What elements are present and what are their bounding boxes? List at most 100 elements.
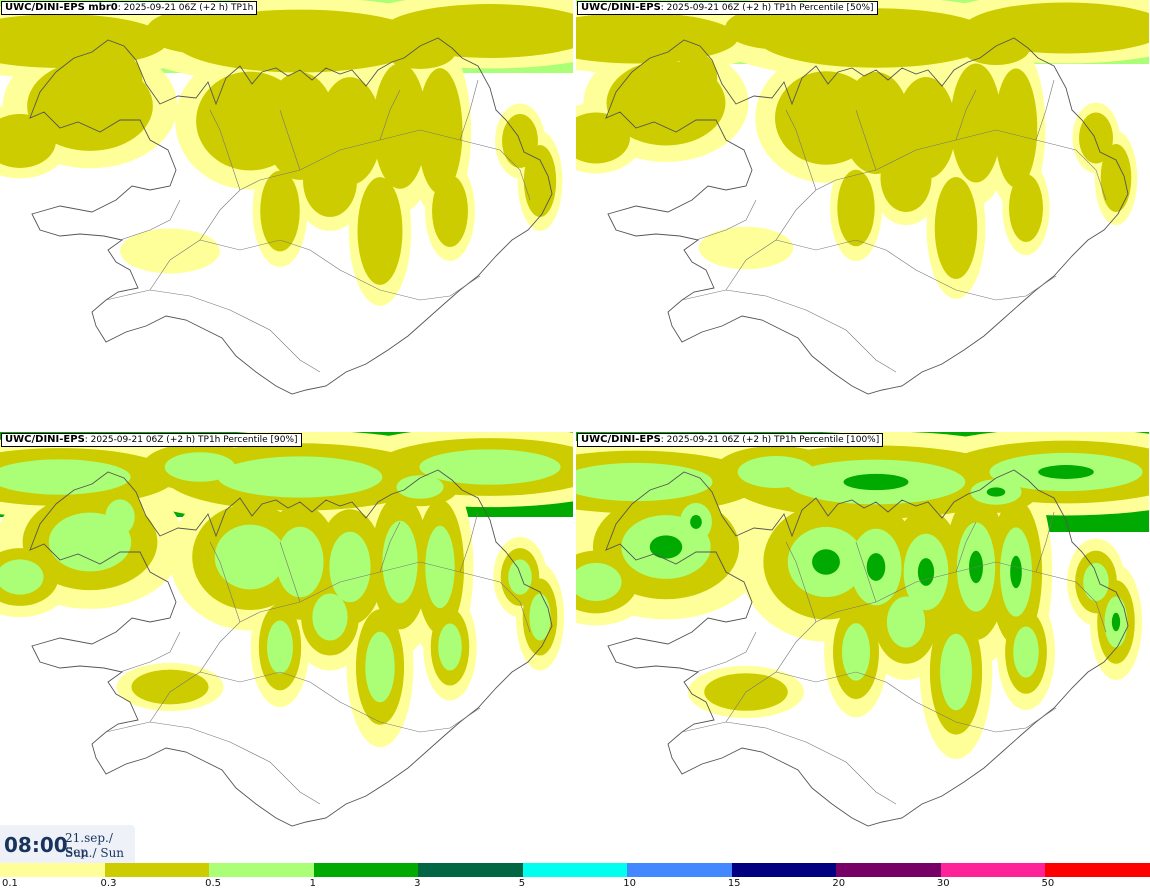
legend-swatch xyxy=(209,863,315,877)
precip-contour xyxy=(0,559,44,595)
road-line xyxy=(199,671,481,733)
precip-contour xyxy=(373,63,427,189)
road-line xyxy=(119,631,181,673)
road-line xyxy=(209,541,241,623)
precip-contour xyxy=(950,63,1002,183)
coastline xyxy=(29,469,553,827)
panel-title-detail: : 2025-09-21 06Z (+2 h) TP1h Percentile … xyxy=(84,435,298,445)
road-line xyxy=(855,109,877,171)
precip-contour xyxy=(260,170,300,252)
precip-contour xyxy=(994,68,1038,188)
precip-map xyxy=(576,432,1149,827)
legend-label: 0.1 xyxy=(2,878,18,889)
precip-contour xyxy=(0,14,168,68)
precip-contour xyxy=(365,631,395,703)
road-line xyxy=(119,199,181,241)
precip-contour xyxy=(1038,465,1094,479)
precip-contour xyxy=(164,452,236,482)
precip-contour xyxy=(303,145,357,217)
legend-label: 50 xyxy=(1041,878,1055,889)
color-scale-legend: 0.1 0.3 0.5 1 3 5 10 15 20 30 50 xyxy=(0,863,1150,891)
legend-swatch xyxy=(940,863,1046,877)
panel-title: UWC/DINI-EPS: 2025-09-21 06Z (+2 h) TP1h… xyxy=(577,1,878,15)
panel-title: UWC/DINI-EPS: 2025-09-21 06Z (+2 h) TP1h… xyxy=(577,433,884,447)
panel-title: UWC/DINI-EPS mbr0: 2025-09-21 06Z (+2 h)… xyxy=(1,1,258,15)
precip-contour xyxy=(0,459,131,495)
precip-contour xyxy=(432,175,468,247)
precip-contour xyxy=(962,31,1030,65)
precip-contour xyxy=(576,12,738,64)
precip-contour xyxy=(396,475,444,499)
precip-contour xyxy=(737,456,815,488)
precip-contour xyxy=(419,449,561,485)
valid-time-clock: 08:00 xyxy=(4,833,68,857)
legend-swatch xyxy=(836,863,942,877)
legend-label: 10 xyxy=(623,878,636,889)
road-line xyxy=(681,721,897,805)
precip-contour xyxy=(97,54,143,108)
road-line xyxy=(199,239,481,301)
precip-contour xyxy=(649,535,683,559)
precip-contour xyxy=(886,596,926,648)
road-line xyxy=(955,89,977,141)
road-line xyxy=(149,129,531,291)
precip-contour xyxy=(276,526,324,598)
precip-contour xyxy=(384,33,456,69)
legend-swatch xyxy=(731,863,837,877)
valid-time-box: 08:00 21.sep./ Sep Sun./ Sun xyxy=(0,825,135,863)
legend-label: 0.3 xyxy=(100,878,117,889)
coastline xyxy=(605,37,1129,395)
precip-contour xyxy=(508,559,532,595)
legend-label: 3 xyxy=(414,878,421,889)
road-line xyxy=(279,541,301,603)
precip-contour xyxy=(986,487,1006,497)
map-panel-mbr0: UWC/DINI-EPS mbr0: 2025-09-21 06Z (+2 h)… xyxy=(0,0,573,426)
panel-title-model: UWC/DINI-EPS xyxy=(581,2,661,13)
precip-contour xyxy=(841,623,871,681)
road-line xyxy=(775,671,1057,733)
road-line xyxy=(209,109,241,191)
precip-contour xyxy=(1100,144,1132,212)
road-line xyxy=(1035,511,1055,573)
precip-contour xyxy=(934,177,978,279)
precip-contour xyxy=(880,144,932,212)
road-line xyxy=(459,511,479,573)
legend-swatch xyxy=(104,863,210,877)
precip-contour xyxy=(1013,626,1039,678)
precip-contour xyxy=(217,456,383,498)
precip-contour xyxy=(698,226,794,270)
precip-contour xyxy=(523,145,557,217)
precip-contour xyxy=(837,169,875,247)
precip-contour xyxy=(267,620,293,674)
precip-contour xyxy=(529,593,551,641)
road-line xyxy=(279,109,301,171)
panel-title-model: UWC/DINI-EPS mbr0 xyxy=(5,2,118,13)
legend-label: 30 xyxy=(936,878,950,889)
precip-contour xyxy=(866,553,886,581)
precip-contour xyxy=(940,633,972,711)
precip-contour xyxy=(576,562,622,602)
precip-contour xyxy=(1009,174,1043,242)
precip-contour xyxy=(438,623,462,671)
precip-contour xyxy=(1079,112,1113,164)
panel-title-model: UWC/DINI-EPS xyxy=(581,434,661,445)
road-line xyxy=(695,631,757,673)
valid-date-line2: Sun./ Sun xyxy=(65,846,125,860)
precip-field xyxy=(0,432,573,748)
road-line xyxy=(775,239,1057,301)
road-line xyxy=(1035,79,1055,141)
legend-swatch xyxy=(1045,863,1150,877)
precip-contour xyxy=(917,558,935,586)
legend-swatch xyxy=(0,863,106,877)
road-line xyxy=(681,289,897,373)
precip-contour xyxy=(725,6,827,50)
precip-field xyxy=(576,432,1149,759)
legend-label: 0.5 xyxy=(205,878,221,889)
legend-label: 1 xyxy=(309,878,316,889)
precip-map xyxy=(0,0,573,395)
precip-contour xyxy=(843,473,909,491)
precip-contour xyxy=(146,8,254,54)
map-panel-p90: UWC/DINI-EPS: 2025-09-21 06Z (+2 h) TP1h… xyxy=(0,432,573,863)
road-line xyxy=(785,109,817,191)
road-line xyxy=(955,521,977,573)
